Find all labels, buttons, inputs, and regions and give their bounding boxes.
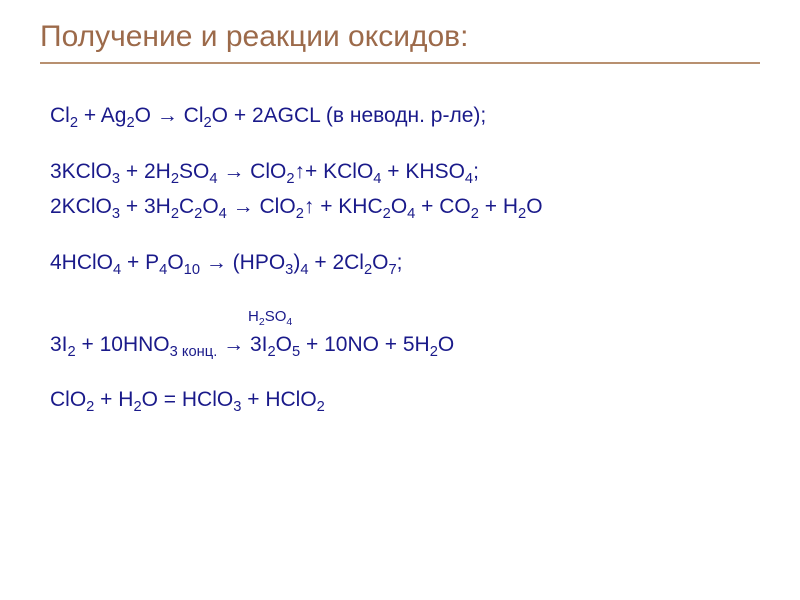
- eq-text: O: [202, 195, 218, 218]
- eq-sub: 2: [430, 344, 438, 360]
- eq-sub: 2: [286, 171, 294, 187]
- title-underline: [40, 62, 760, 64]
- eq-text: O → Cl: [135, 104, 204, 127]
- equation-4: 4HСlO4 + P4O10 → (HPO3)4 + 2Cl2O7;: [50, 247, 760, 279]
- eq-text: → 3I: [217, 333, 267, 356]
- eq-sub: 2: [518, 206, 526, 222]
- equations-content: Cl2 + Ag2O → Cl2O + 2AGCL (в неводн. р-л…: [40, 100, 760, 416]
- eq-sub: 3: [112, 171, 120, 187]
- eq-text: + 10HNO: [76, 333, 170, 356]
- eq-sub: 2: [471, 206, 479, 222]
- eq-text: + H: [479, 195, 518, 218]
- eq-text: C: [179, 195, 194, 218]
- eq-sub: 2: [317, 399, 325, 415]
- eq-sub: 2: [383, 206, 391, 222]
- eq-sub: 3: [112, 206, 120, 222]
- eq-text: 2KСlO: [50, 195, 112, 218]
- eq-sub: 2: [204, 115, 212, 131]
- eq-sub: 4: [286, 316, 292, 328]
- eq-sub: 4: [113, 262, 121, 278]
- eq-sub: 2: [171, 206, 179, 222]
- eq-text: 4HСlO: [50, 251, 113, 274]
- eq-sub: 2: [364, 262, 372, 278]
- eq-text: ↑+ KСlO: [295, 160, 374, 183]
- eq-text: → ClO: [218, 160, 287, 183]
- eq-text: + 10NO + 5H: [300, 333, 430, 356]
- eq-text: + P: [121, 251, 159, 274]
- eq-text: O: [167, 251, 183, 274]
- eq-text: SO: [265, 308, 287, 325]
- eq-text: 3KСlO: [50, 160, 112, 183]
- eq-sub: 7: [388, 262, 396, 278]
- eq-text: ClO: [50, 388, 86, 411]
- eq-sub: 2: [70, 115, 78, 131]
- eq-text: O: [391, 195, 407, 218]
- eq-sub: 4: [219, 206, 227, 222]
- eq-sub: 2: [267, 344, 275, 360]
- slide-title: Получение и реакции оксидов:: [40, 20, 760, 54]
- equation-5: 3I2 + 10HNO3 конц. → 3I2O5 + 10NO + 5H2O: [50, 329, 760, 361]
- eq-sub: 4: [300, 262, 308, 278]
- eq-text: O: [526, 195, 542, 218]
- eq-sub: 10: [184, 262, 200, 278]
- eq-text: O: [276, 333, 292, 356]
- eq-sub: 4: [465, 171, 473, 187]
- eq-sub: 3 конц.: [170, 344, 218, 360]
- equation-2: 3KСlO3 + 2H2SO4 → ClO2↑+ KСlO4 + KHSO4;: [50, 156, 760, 188]
- eq-text: O + 2AGCL (в неводн. р-ле);: [212, 104, 487, 127]
- eq-text: + 2H: [120, 160, 171, 183]
- eq-sub: 4: [209, 171, 217, 187]
- eq-text: O = HСlO: [142, 388, 234, 411]
- eq-text: → (HPO: [200, 251, 285, 274]
- eq-text: + CO: [415, 195, 470, 218]
- eq-sub: 2: [68, 344, 76, 360]
- eq-text: + 2Cl: [309, 251, 364, 274]
- eq-text: ;: [397, 251, 403, 274]
- eq-text: → ClO: [227, 195, 296, 218]
- eq-text: SO: [179, 160, 209, 183]
- eq-text: H: [248, 308, 259, 325]
- eq-sub: 2: [296, 206, 304, 222]
- eq-text: O: [438, 333, 454, 356]
- eq-sub: 2: [171, 171, 179, 187]
- eq-text: O: [372, 251, 388, 274]
- equation-1: Cl2 + Ag2O → Cl2O + 2AGCL (в неводн. р-л…: [50, 100, 760, 132]
- equation-3: 2KСlO3 + 3H2C2O4 → ClO2↑ + KHC2O4 + CO2 …: [50, 191, 760, 223]
- equation-6: ClO2 + H2O = HСlO3 + HСlO2: [50, 384, 760, 416]
- eq-text: Cl: [50, 104, 70, 127]
- eq-sub: 2: [126, 115, 134, 131]
- eq-text: ;: [473, 160, 479, 183]
- eq-text: + 3H: [120, 195, 171, 218]
- equation-label: H2SO4: [248, 306, 760, 329]
- eq-text: + Ag: [78, 104, 126, 127]
- slide-container: Получение и реакции оксидов: Cl2 + Ag2O …: [0, 0, 800, 600]
- eq-text: + KHSO: [381, 160, 464, 183]
- eq-text: ↑ + KHC: [304, 195, 383, 218]
- eq-text: + H: [94, 388, 133, 411]
- eq-sub: 5: [292, 344, 300, 360]
- eq-text: + HСlO: [241, 388, 316, 411]
- eq-text: 3I: [50, 333, 68, 356]
- eq-sub: 2: [133, 399, 141, 415]
